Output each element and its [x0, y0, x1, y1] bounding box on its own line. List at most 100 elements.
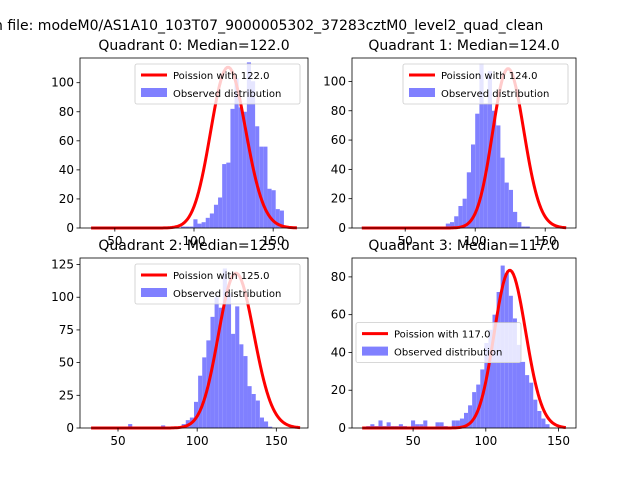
histogram-bar — [521, 361, 526, 428]
y-tick-label: 0 — [66, 221, 74, 235]
histogram-bar — [504, 182, 509, 228]
figure-suptitle: n file: modeM0/AS1A10_103T07_9000005302_… — [0, 18, 543, 34]
histogram-bar — [464, 412, 469, 428]
histogram-bar — [268, 426, 273, 428]
histogram-bar — [398, 424, 403, 428]
histogram-bar — [243, 356, 248, 428]
histogram-bar — [185, 226, 190, 228]
histogram-bar — [263, 146, 268, 228]
y-tick-label: 20 — [331, 383, 346, 397]
histogram-bar — [451, 420, 456, 428]
y-tick-label: 100 — [51, 290, 74, 304]
histogram-bar — [222, 268, 227, 428]
histogram-bar — [496, 125, 501, 228]
histogram-bar — [466, 172, 471, 228]
histogram-bar — [529, 382, 534, 428]
legend: Poission with 125.0 Observed distribution — [134, 263, 301, 305]
y-tick-label: 40 — [331, 345, 346, 359]
histogram-bar — [189, 226, 194, 228]
y-tick-label: 60 — [331, 308, 346, 322]
histogram-bar — [533, 399, 538, 428]
legend: Poission with 117.0 Observed distribution — [355, 322, 522, 364]
legend-hist-label: Observed distribution — [441, 89, 549, 100]
histogram-bar — [500, 157, 505, 228]
histogram-bar — [479, 63, 484, 228]
histogram-bar — [525, 375, 530, 428]
legend-fit-label: Poission with 122.0 — [173, 71, 269, 82]
y-tick-label: 80 — [59, 105, 74, 119]
x-tick-label: 150 — [534, 234, 557, 248]
y-tick-label: 25 — [59, 388, 74, 402]
legend: Poission with 122.0 Observed distribution — [134, 63, 301, 105]
histogram-bar — [386, 422, 391, 428]
y-tick-label: 0 — [66, 421, 74, 435]
y-tick-label: 60 — [59, 134, 74, 148]
legend-hist-label: Observed distribution — [173, 289, 281, 300]
x-tick-label: 50 — [110, 434, 125, 448]
subplot-title: Quadrant 2: Median=125.0 — [98, 238, 289, 254]
histogram-bar — [517, 222, 522, 228]
histogram-bar — [458, 206, 463, 228]
y-tick-label: 20 — [59, 192, 74, 206]
histogram-bar — [541, 418, 546, 428]
y-tick-label: 20 — [331, 192, 346, 206]
histogram-bar — [508, 189, 513, 228]
legend-hist-label: Observed distribution — [173, 89, 281, 100]
legend-box — [402, 63, 569, 105]
subplot-title: Quadrant 1: Median=124.0 — [368, 38, 559, 54]
histogram-bar — [468, 405, 473, 428]
subplot-quadrant-2: Quadrant 2: Median=125.0 50 100 150 0 25 50 75 1… — [51, 238, 309, 448]
subplot-quadrant-0: Quadrant 0: Median=122.0 50 100 150 0 20 40 60 8… — [51, 38, 309, 248]
legend-hist-swatch — [409, 88, 435, 97]
histogram-bar — [521, 226, 526, 228]
histogram-bar — [259, 146, 264, 228]
histogram-bar — [242, 111, 247, 228]
histogram-bar — [128, 424, 133, 428]
histogram-bar — [205, 217, 210, 228]
subplot-title: Quadrant 0: Median=122.0 — [98, 38, 289, 54]
histogram-bar — [197, 223, 202, 228]
x-tick-label: 150 — [262, 234, 285, 248]
histogram-bar — [378, 420, 383, 428]
axes-frame — [351, 257, 577, 429]
legend-hist-swatch — [362, 346, 388, 356]
histogram-bar — [279, 210, 284, 228]
histogram-bar — [218, 307, 223, 428]
histogram-bar — [455, 420, 460, 428]
legend-hist-swatch — [141, 88, 167, 97]
histogram-bar — [492, 314, 497, 428]
histogram-bar — [226, 162, 231, 228]
histogram-bar — [226, 293, 232, 428]
x-tick-label: 100 — [474, 434, 497, 448]
histogram-bar — [230, 108, 235, 228]
histogram-bar — [512, 318, 517, 428]
legend-box — [355, 322, 522, 364]
histogram-bar — [370, 424, 375, 428]
y-tick-label: 40 — [331, 162, 346, 176]
histogram-bar — [181, 226, 186, 228]
histogram-bar — [222, 164, 227, 228]
y-tick-label: 75 — [59, 323, 74, 337]
histogram-bar — [513, 211, 518, 228]
histogram-bar — [472, 392, 477, 428]
x-tick-label: 100 — [183, 234, 206, 248]
x-tick-label: 150 — [547, 434, 570, 448]
histogram-bar — [234, 78, 239, 228]
x-tick-label: 150 — [265, 434, 288, 448]
y-tick-label: 50 — [59, 356, 74, 370]
histogram-bar — [435, 422, 440, 428]
histogram-bar — [239, 344, 244, 428]
y-tick-label: 100 — [51, 76, 74, 90]
y-tick-label: 60 — [331, 133, 346, 147]
legend-box — [134, 263, 301, 305]
histogram-bar — [545, 424, 550, 428]
y-tick-label: 0 — [338, 221, 346, 235]
histogram-bar — [209, 213, 214, 228]
histogram-bar — [423, 420, 428, 428]
histogram-bar — [193, 219, 198, 228]
histogram-bar — [471, 144, 476, 228]
legend-hist-label: Observed distribution — [394, 348, 502, 359]
histogram-bar — [214, 297, 219, 428]
histogram-bar — [488, 329, 493, 428]
